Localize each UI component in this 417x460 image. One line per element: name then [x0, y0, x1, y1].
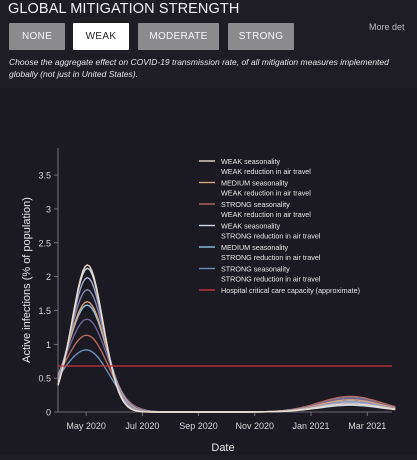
y-tick-label: 3	[46, 204, 51, 214]
x-tick-label: May 2020	[66, 421, 106, 431]
y-tick-label: 2.5	[38, 238, 51, 248]
legend-label: STRONG reduction in air travel	[221, 253, 321, 262]
chart-svg: 0 0.5 1 1.5 2 2.5 3 3.5 May 2020 Jul 2020 Sep 202…	[21, 148, 396, 454]
mitigation-moderate-button[interactable]: MODERATE	[138, 23, 219, 50]
page-title: GLOBAL MITIGATION STRENGTH	[8, 1, 240, 17]
x-axis-label: Date	[211, 442, 234, 454]
legend-label: STRONG reduction in air travel	[221, 275, 321, 284]
y-axis-label: Active infections (% of population)	[21, 197, 33, 363]
x-tick-label: Jan 2021	[292, 421, 329, 431]
y-tick-label: 3.5	[38, 171, 51, 181]
x-ticks: May 2020 Jul 2020 Sep 2020 Nov 2020 Jan 2021…	[66, 412, 386, 431]
x-tick-label: Mar 2021	[348, 421, 386, 431]
more-details-link[interactable]: More det	[369, 22, 405, 32]
legend-label: WEAK seasonality	[221, 222, 281, 231]
x-tick-label: Jul 2020	[125, 421, 159, 431]
mitigation-weak-button[interactable]: WEAK	[73, 23, 129, 50]
chart-curves	[57, 264, 396, 413]
y-tick-label: 1	[46, 340, 51, 350]
legend-label: MEDIUM seasonality	[221, 243, 289, 252]
legend-label: WEAK reduction in air travel	[221, 210, 311, 219]
series-line	[57, 300, 396, 413]
legend-label: STRONG seasonality	[221, 200, 290, 209]
legend-label: WEAK reduction in air travel	[221, 167, 311, 176]
legend-label: STRONG seasonality	[221, 265, 290, 274]
y-tick-label: 1.5	[38, 306, 51, 316]
y-tick-label: 2	[46, 272, 51, 282]
legend-label: WEAK seasonality	[221, 157, 281, 166]
x-tick-label: Sep 2020	[179, 421, 218, 431]
x-tick-label: Nov 2020	[236, 421, 275, 431]
legend-label: STRONG reduction in air travel	[221, 232, 321, 241]
legend-label: MEDIUM seasonality	[221, 179, 289, 188]
mitigation-description: Choose the aggregate effect on COVID-19 …	[9, 57, 389, 79]
y-tick-label: 0	[46, 408, 51, 418]
legend-label: Hospital critical care capacity (approxi…	[221, 286, 360, 295]
legend-label: WEAK reduction in air travel	[221, 189, 311, 198]
infections-chart: 0 0.5 1 1.5 2 2.5 3 3.5 May 2020 Jul 2020 Sep 202…	[0, 88, 417, 455]
y-ticks: 0 0.5 1 1.5 2 2.5 3 3.5	[38, 171, 58, 418]
mitigation-strong-button[interactable]: STRONG	[228, 23, 294, 50]
series-line	[57, 264, 396, 413]
series-line	[57, 276, 396, 413]
y-tick-label: 0.5	[38, 374, 51, 384]
mitigation-none-button[interactable]: NONE	[9, 23, 65, 50]
